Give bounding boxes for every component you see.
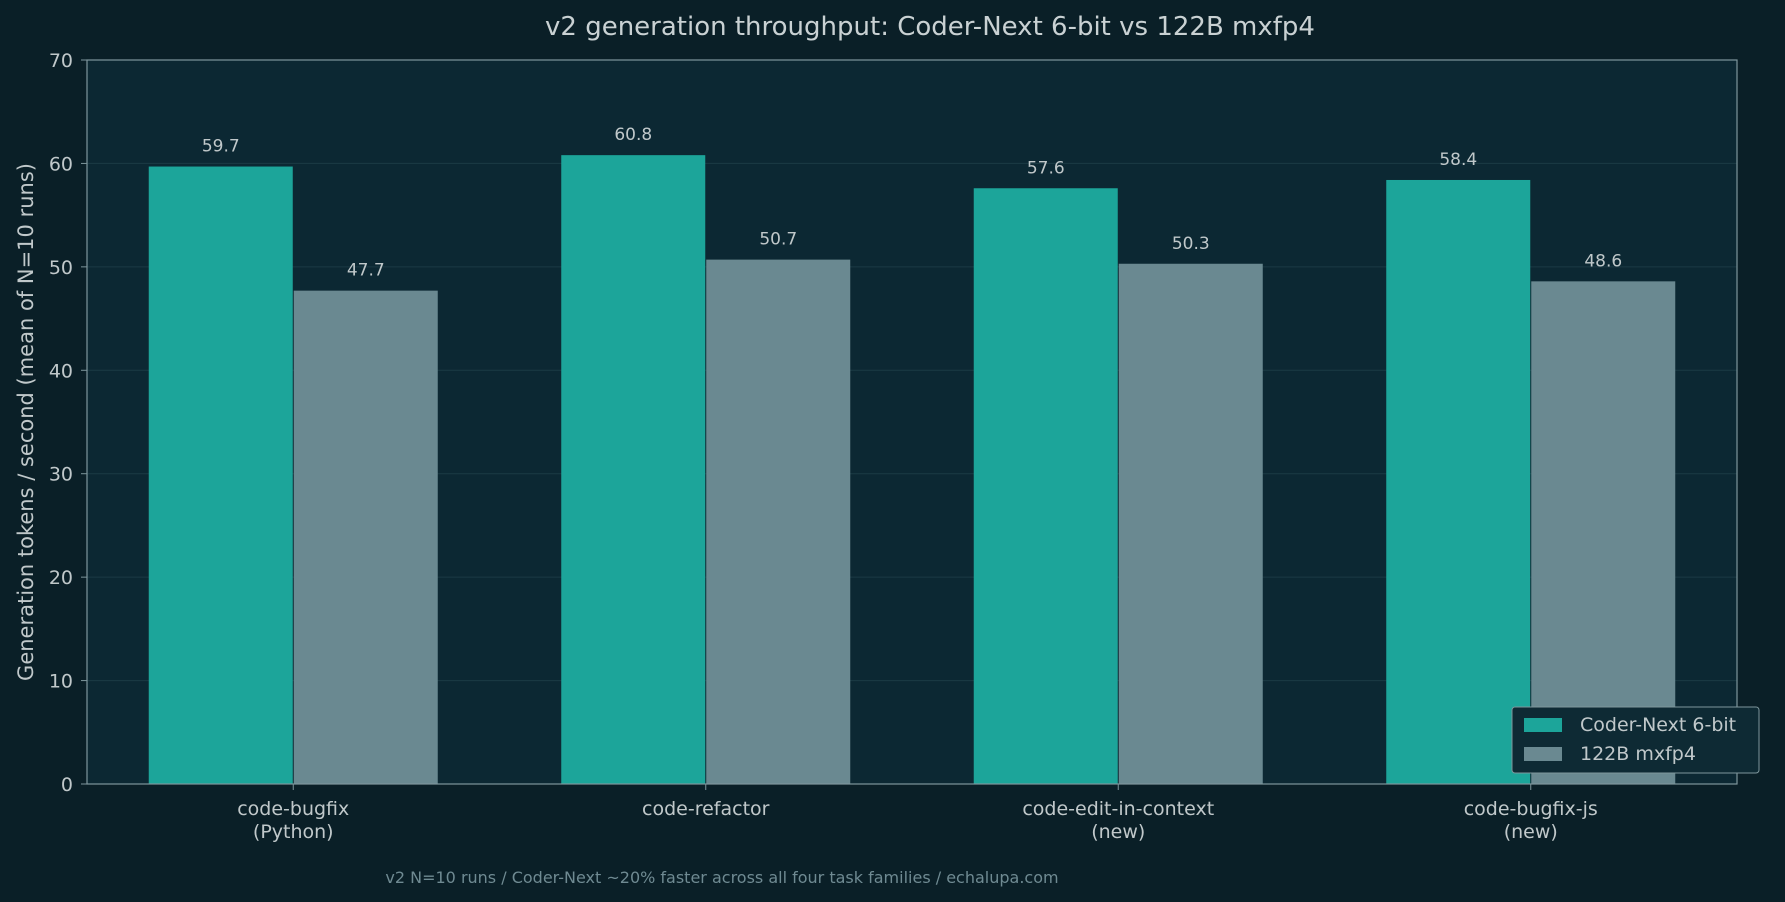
x-tick-label-1-0: code-refactor: [642, 798, 770, 820]
x-tick-label-0-1: (Python): [253, 821, 334, 843]
plot-frame: [86, 59, 1738, 785]
value-label-122b-2: 50.3: [1172, 234, 1210, 254]
bar-coder-next-2: [973, 188, 1118, 784]
x-tick-label-3-0: code-bugfix-js: [1464, 798, 1598, 820]
y-tick-label-60: 60: [49, 153, 73, 175]
legend-swatch-coder-next: [1524, 718, 1562, 732]
value-label-122b-3: 48.6: [1584, 251, 1622, 271]
bar-coder-next-3: [1386, 179, 1531, 784]
y-tick-label-50: 50: [49, 257, 73, 279]
value-label-coder-next-3: 58.4: [1439, 150, 1477, 170]
bar-coder-next-1: [561, 155, 706, 784]
chart-title: v2 generation throughput: Coder-Next 6-b…: [545, 12, 1315, 42]
legend-box: [1511, 706, 1760, 774]
y-axis-label: Generation tokens / second (mean of N=10…: [14, 163, 38, 681]
value-label-coder-next-1: 60.8: [614, 125, 652, 145]
value-label-coder-next-2: 57.6: [1027, 158, 1065, 178]
legend-label-122b: 122B mxfp4: [1580, 743, 1696, 765]
legend-swatch-122b: [1524, 747, 1562, 761]
y-tick-label-0: 0: [61, 774, 73, 796]
bar-122b-0: [293, 290, 438, 784]
value-label-122b-1: 50.7: [759, 230, 797, 250]
y-axis: 0 10 20 30 40 50 60 70: [49, 50, 87, 796]
x-axis: code-bugfix(Python) code-refactor code-edi…: [237, 784, 1598, 843]
footnote: v2 N=10 runs / Coder-Next ~20% faster ac…: [385, 868, 1058, 887]
y-tick-label-10: 10: [49, 671, 73, 693]
legend-label-coder-next: Coder-Next 6-bit: [1580, 714, 1736, 736]
y-tick-label-30: 30: [49, 464, 73, 486]
y-tick-label-40: 40: [49, 360, 73, 382]
x-tick-label-3-1: (new): [1504, 821, 1558, 843]
bar-122b-2: [1118, 263, 1263, 784]
y-tick-label-70: 70: [49, 50, 73, 72]
legend: Coder-Next 6-bit 122B mxfp4: [1511, 706, 1760, 774]
y-tick-label-20: 20: [49, 567, 73, 589]
x-tick-label-2-1: (new): [1091, 821, 1145, 843]
value-labels: 59.7 47.7 60.8 50.7 57.6 50.3 58.4 48.6: [202, 125, 1622, 280]
bars: [148, 155, 1676, 784]
bar-coder-next-0: [148, 166, 293, 784]
value-label-coder-next-0: 59.7: [202, 137, 240, 157]
x-tick-label-2-0: code-edit-in-context: [1022, 798, 1214, 820]
bar-122b-3: [1531, 281, 1676, 784]
bar-122b-1: [706, 259, 851, 784]
x-tick-label-0-0: code-bugfix: [237, 798, 349, 820]
value-label-122b-0: 47.7: [347, 261, 385, 281]
